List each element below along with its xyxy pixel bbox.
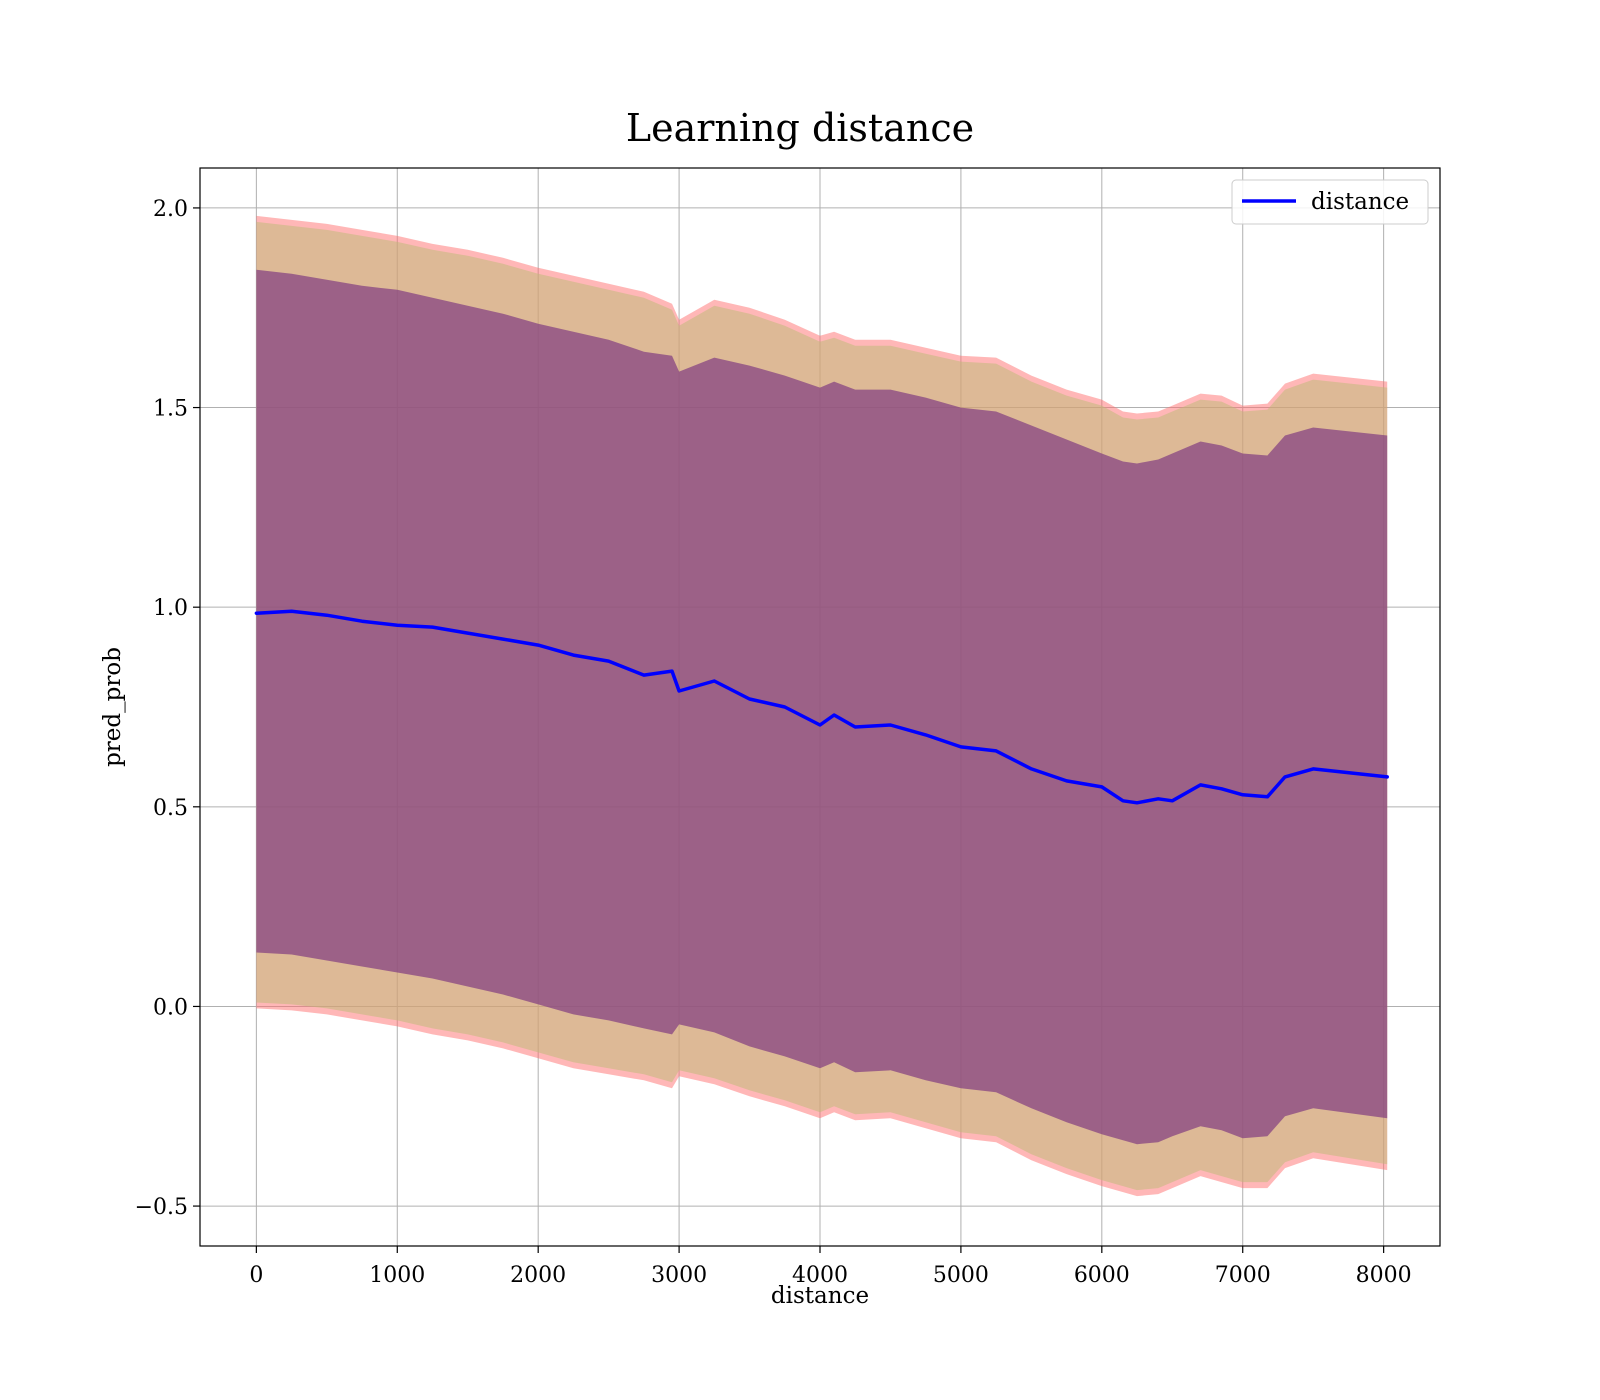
series-lines <box>254 609 1389 805</box>
y-tick-label: −0.5 <box>135 1195 188 1220</box>
y-axis-label: pred_prob <box>100 647 126 767</box>
x-axis-ticks: 0 1000 2000 3000 4000 5000 6000 7000 8000 <box>249 1246 1412 1288</box>
x-tick-label: 7000 <box>1215 1263 1271 1288</box>
x-tick-label: 3000 <box>651 1263 707 1288</box>
legend-box <box>1231 179 1429 225</box>
x-tick-label: 5000 <box>933 1263 989 1288</box>
y-tick-label: 0.0 <box>153 995 188 1020</box>
y-tick-label: 1.0 <box>153 596 188 621</box>
y-tick-label: 1.5 <box>153 397 188 422</box>
confidence-bands <box>256 215 1388 1197</box>
y-axis-ticks: −0.5 0.0 0.5 1.0 1.5 2.0 <box>135 197 200 1220</box>
x-tick-label: 8000 <box>1356 1263 1412 1288</box>
legend-label-distance: distance <box>1311 189 1409 215</box>
x-tick-label: 6000 <box>1074 1263 1130 1288</box>
series-line-distance <box>254 609 1389 805</box>
x-axis-label: distance <box>771 1283 869 1309</box>
chart-title: Learning distance <box>626 106 974 150</box>
band-inner <box>256 269 1388 1145</box>
legend: distance <box>1231 179 1429 225</box>
x-tick-label: 2000 <box>510 1263 566 1288</box>
x-tick-label: 0 <box>249 1263 263 1288</box>
y-tick-label: 0.5 <box>153 796 188 821</box>
x-tick-label: 4000 <box>792 1263 848 1288</box>
y-tick-label: 2.0 <box>153 197 188 222</box>
x-tick-label: 1000 <box>369 1263 425 1288</box>
